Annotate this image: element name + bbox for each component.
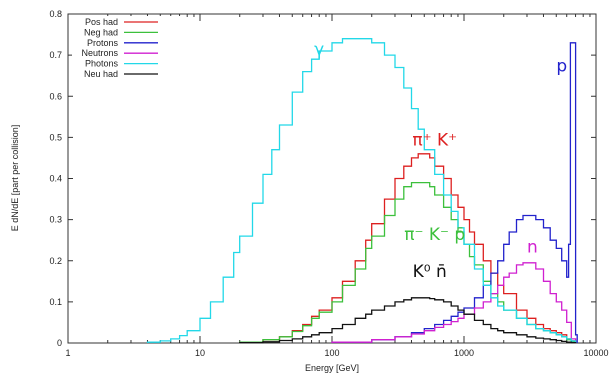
series-line-pos-had (239, 153, 577, 343)
particle-annotation: π⁻ K⁻ p̄ (404, 225, 465, 245)
series-line-protons (331, 42, 578, 343)
legend-label: Protons (87, 38, 119, 48)
y-tick-label: 0.3 (49, 215, 62, 225)
particle-annotation: π⁺ K⁺ (412, 131, 457, 151)
y-tick-label: 0 (57, 338, 62, 348)
y-tick-label: 0.5 (49, 132, 62, 142)
x-tick-label: 10 (195, 348, 205, 358)
x-axis: 1 10 100 1000 10000 (65, 14, 609, 358)
x-tick-label: 10000 (583, 348, 608, 358)
y-axis-title: E dN/dE [part per collision] (10, 125, 20, 232)
legend-label: Neu had (84, 69, 118, 79)
series-group (146, 38, 578, 344)
x-tick-label: 1 (65, 348, 70, 358)
annotations: γ p π⁺ K⁺ π⁻ K⁻ p̄ n K⁰ n̄ (314, 40, 567, 282)
legend-label: Photons (85, 59, 119, 69)
particle-annotation: K⁰ n̄ (413, 262, 447, 282)
legend-label: Pos had (85, 17, 118, 27)
legend-label: Neg had (84, 27, 118, 37)
x-axis-title: Energy [GeV] (305, 363, 359, 373)
x-tick-label: 100 (324, 348, 339, 358)
particle-annotation: γ (314, 40, 324, 60)
y-tick-label: 0.1 (49, 297, 62, 307)
particle-annotation: p (556, 57, 567, 77)
series-line-neutrons (331, 262, 577, 343)
y-tick-label: 0.2 (49, 256, 62, 266)
series-line-photons (146, 38, 577, 343)
y-tick-label: 0.7 (49, 50, 62, 60)
particle-annotation: n (527, 238, 538, 258)
legend-label: Neutrons (81, 48, 118, 58)
series-line-neu-had (239, 297, 577, 344)
y-tick-label: 0.8 (49, 9, 62, 19)
x-tick-label: 1000 (454, 348, 474, 358)
y-tick-label: 0.6 (49, 91, 62, 101)
y-axis: 0 0.1 0.2 0.3 0.4 0.5 0.6 0.7 0.8 (49, 9, 596, 348)
y-tick-label: 0.4 (49, 174, 62, 184)
